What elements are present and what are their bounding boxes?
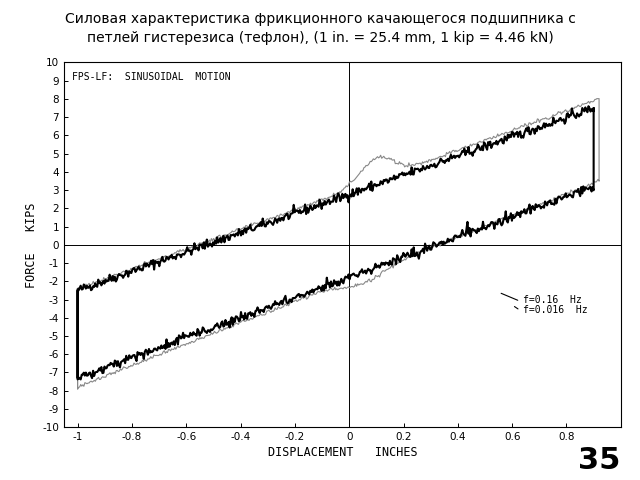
Text: 35: 35 <box>579 446 621 475</box>
Text: Силовая характеристика фрикционного качающегося подшипника с: Силовая характеристика фрикционного кача… <box>65 12 575 26</box>
Text: f=0.016  Hz: f=0.016 Hz <box>523 305 588 315</box>
Text: f=0.16  Hz: f=0.16 Hz <box>523 295 582 305</box>
Text: петлей гистерезиса (тефлон), (1 in. = 25.4 mm, 1 kip = 4.46 kN): петлей гистерезиса (тефлон), (1 in. = 25… <box>86 31 554 45</box>
Text: FPS-LF:  SINUSOIDAL  MOTION: FPS-LF: SINUSOIDAL MOTION <box>72 72 231 82</box>
X-axis label: DISPLACEMENT   INCHES: DISPLACEMENT INCHES <box>268 446 417 459</box>
Y-axis label: FORCE   KIPS: FORCE KIPS <box>25 202 38 288</box>
